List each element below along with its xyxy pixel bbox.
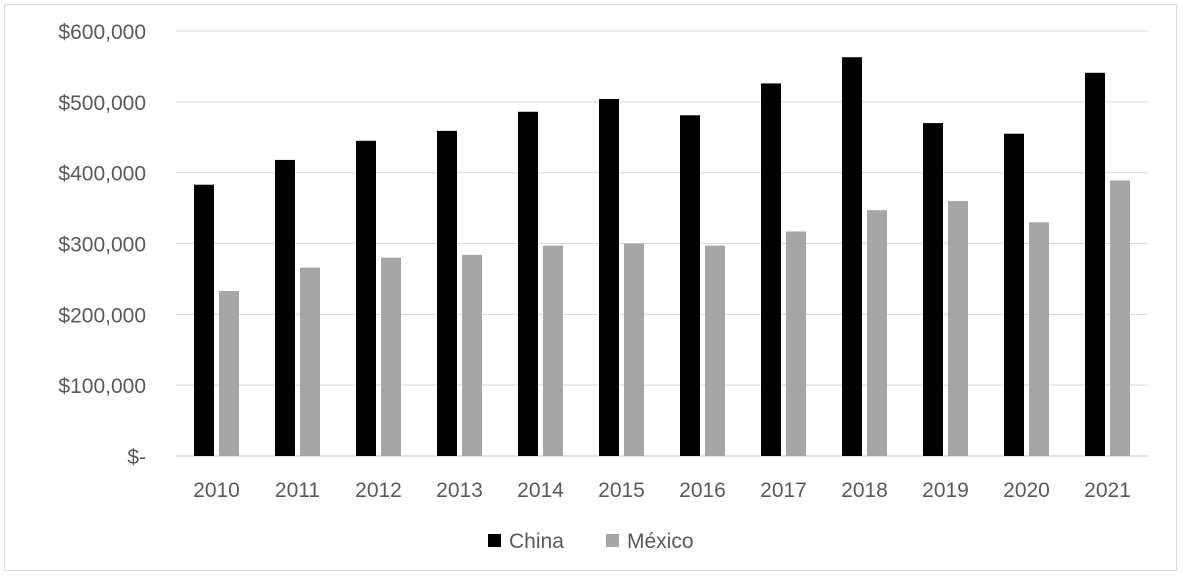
legend-label: México xyxy=(627,530,694,553)
bar-m-xico-2021 xyxy=(1110,180,1130,457)
bar-china-2013 xyxy=(437,130,457,456)
bar-china-2011 xyxy=(275,159,295,456)
bar-china-2017 xyxy=(761,83,781,457)
x-tick-label: 2011 xyxy=(275,479,320,502)
bar-china-2021 xyxy=(1085,72,1105,457)
bar-m-xico-2012 xyxy=(381,257,401,456)
bar-china-2012 xyxy=(356,140,376,456)
bar-china-2010 xyxy=(194,184,214,457)
bar-m-xico-2011 xyxy=(300,267,320,456)
y-tick-label: $600,000 xyxy=(58,21,146,44)
bar-m-xico-2010 xyxy=(219,290,239,456)
bar-china-2020 xyxy=(1004,133,1024,457)
y-tick-label: $100,000 xyxy=(58,375,146,398)
x-tick-label: 2017 xyxy=(760,479,807,502)
x-tick-label: 2019 xyxy=(922,479,969,502)
bar-china-2019 xyxy=(923,123,943,456)
legend-swatch-m-xico xyxy=(606,534,619,547)
x-tick-label: 2016 xyxy=(679,479,726,502)
bar-m-xico-2018 xyxy=(867,210,887,456)
x-tick-label: 2021 xyxy=(1084,479,1131,502)
bar-m-xico-2017 xyxy=(786,231,806,456)
x-tick-label: 2018 xyxy=(841,479,888,502)
bar-china-2015 xyxy=(599,99,619,456)
x-tick-label: 2010 xyxy=(193,479,240,502)
x-tick-label: 2013 xyxy=(436,479,483,502)
x-axis-tick-labels: 2010 2011 2012 2013 2014 2015 2016 2017 2018 2019… xyxy=(193,479,1131,502)
bar-china-2018 xyxy=(842,57,862,456)
x-tick-label: 2012 xyxy=(355,479,402,502)
bars xyxy=(194,57,1130,457)
gridlines xyxy=(176,30,1148,457)
bar-m-xico-2014 xyxy=(543,245,563,456)
bar-m-xico-2019 xyxy=(948,201,968,456)
x-tick-label: 2015 xyxy=(598,479,645,502)
y-axis-tick-labels: $- $100,000 $200,000 $300,000 $400,000 $500,0… xyxy=(58,21,146,469)
y-tick-label: $300,000 xyxy=(58,234,146,257)
y-tick-label: $- xyxy=(127,446,146,469)
bar-m-xico-2015 xyxy=(624,243,644,456)
legend-label: China xyxy=(509,530,564,553)
bar-china-2014 xyxy=(518,111,538,456)
y-tick-label: $200,000 xyxy=(58,304,146,327)
y-tick-label: $400,000 xyxy=(58,163,146,186)
bar-m-xico-2013 xyxy=(462,254,482,456)
bar-m-xico-2016 xyxy=(705,245,725,456)
x-tick-label: 2014 xyxy=(517,479,564,502)
x-tick-label: 2020 xyxy=(1003,479,1050,502)
legend-swatch-china xyxy=(488,534,501,547)
bar-china-2016 xyxy=(680,115,700,457)
y-tick-label: $500,000 xyxy=(58,92,146,115)
bar-m-xico-2020 xyxy=(1029,222,1049,456)
legend: China México xyxy=(488,530,694,553)
